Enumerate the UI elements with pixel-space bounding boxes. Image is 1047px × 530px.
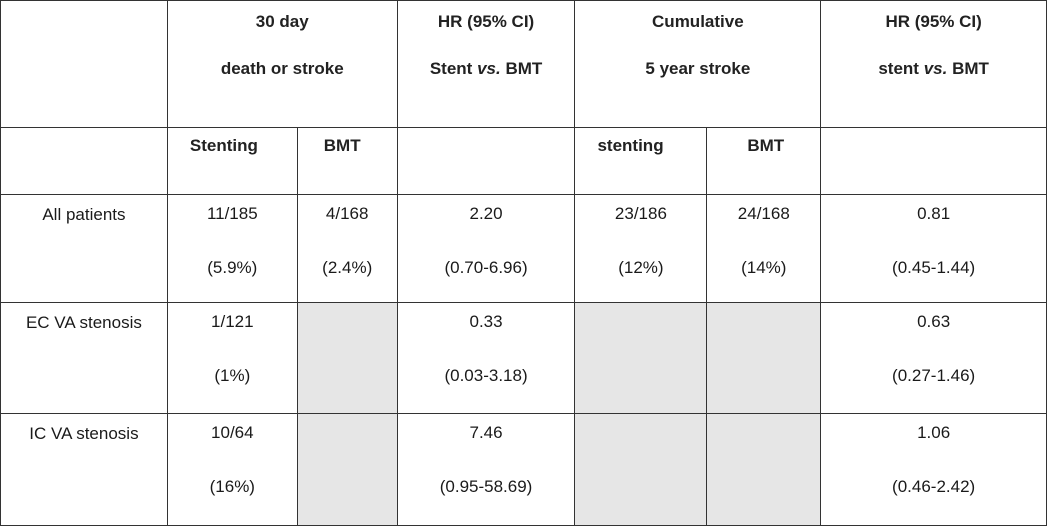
cell-percent: (2.4%) [322, 258, 373, 277]
cell-hr-5year: 0.63 (0.27-1.46) [820, 302, 1047, 414]
header-corner-cell [0, 0, 168, 128]
subheader-empty-label [0, 127, 168, 195]
header-hr-5year-line2: stent vs. BMT [822, 59, 1046, 78]
cell-stent-5year: 23/186 (12%) [574, 194, 708, 303]
row-label: EC VA stenosis [25, 313, 142, 332]
cell-count: 11/185 [206, 204, 258, 223]
cell-hr-ci: (0.03-3.18) [444, 366, 528, 385]
subheader-bmt-30day-text: BMT [323, 136, 361, 155]
cell-stent-5year-empty [574, 413, 708, 526]
cell-hr-ci: (0.45-1.44) [892, 258, 976, 277]
table-row: EC VA stenosis 1/121 (1%) 0.33 (0.03-3.1… [0, 302, 1047, 414]
subheader-stenting-30day: Stenting [166, 127, 298, 195]
subheader-bmt-5year-text: BMT [747, 136, 785, 155]
header-30day-line2: death or stroke [220, 59, 344, 78]
cell-count: 23/186 [614, 204, 667, 223]
cell-stent-30day: 11/185 (5.9%) [166, 194, 298, 303]
row-label-cell: EC VA stenosis [0, 302, 168, 414]
cell-hr-ci: (0.46-2.42) [892, 477, 976, 496]
header-hr-30day-vs: vs. [477, 59, 501, 78]
header-5year-line1: Cumulative [652, 12, 744, 31]
cell-hr-5year: 1.06 (0.46-2.42) [820, 413, 1047, 526]
cell-percent: (14%) [741, 258, 787, 277]
subheader-empty-hr-30day [396, 127, 576, 195]
cell-bmt-30day: 4/168 (2.4%) [296, 194, 398, 303]
cell-count: 4/168 [325, 204, 369, 223]
cell-bmt-30day-empty [296, 413, 398, 526]
cell-bmt-5year-empty [706, 302, 822, 414]
cell-stent-30day: 1/121 (1%) [166, 302, 298, 414]
header-hr-5year-vs: vs. [923, 59, 948, 78]
cell-hr-30day: 7.46 (0.95-58.69) [396, 413, 576, 526]
cell-hr-value: 7.46 [469, 423, 503, 442]
cell-count: 1/121 [211, 312, 254, 331]
subheader-stenting-5year: stenting [574, 127, 708, 195]
cell-bmt-30day-empty [296, 302, 398, 414]
cell-bmt-5year: 24/168 (14%) [706, 194, 822, 303]
row-label-cell: IC VA stenosis [0, 413, 168, 526]
header-row-top: 30 day death or stroke HR (95% CI) Stent… [0, 0, 1047, 128]
header-hr-30day-line1: HR (95% CI) [437, 12, 535, 31]
cell-stent-5year-empty [574, 302, 708, 414]
header-5year-line2: 5 year stroke [645, 59, 751, 78]
header-row-sub: Stenting BMT stenting BMT [0, 127, 1047, 195]
subheader-stenting-30day-text: Stenting [189, 136, 258, 155]
cell-hr-value: 0.63 [917, 312, 951, 331]
header-hr-5year-line1: HR (95% CI) [885, 12, 982, 31]
header-hr-30day-line2: Stent vs. BMT [398, 59, 574, 78]
row-label: All patients [42, 205, 126, 224]
cell-hr-30day: 2.20 (0.70-6.96) [396, 194, 576, 303]
header-hr-5year-bmt: BMT [952, 59, 989, 78]
cell-bmt-5year-empty [706, 413, 822, 526]
subheader-empty-hr-5year [820, 127, 1047, 195]
cell-percent: (1%) [214, 366, 251, 385]
subheader-bmt-30day: BMT [296, 127, 398, 195]
subheader-stenting-5year-text: stenting [597, 136, 664, 155]
cell-percent: (5.9%) [207, 258, 258, 277]
header-hr-30day: HR (95% CI) Stent vs. BMT [396, 0, 576, 128]
header-hr-30day-stent: Stent [429, 59, 473, 78]
cell-hr-value: 0.33 [469, 312, 503, 331]
cell-hr-30day: 0.33 (0.03-3.18) [396, 302, 576, 414]
cell-hr-value: 2.20 [469, 204, 503, 223]
cell-hr-value: 1.06 [917, 423, 951, 442]
cell-hr-ci: (0.27-1.46) [892, 366, 976, 385]
row-label: IC VA stenosis [29, 424, 139, 443]
header-hr-30day-bmt: BMT [505, 59, 543, 78]
header-30day-outcome: 30 day death or stroke [166, 0, 398, 128]
cell-count: 24/168 [737, 204, 790, 223]
header-hr-5year-stent: stent [878, 59, 919, 78]
subheader-bmt-5year: BMT [706, 127, 822, 195]
table-row: IC VA stenosis 10/64 (16%) 7.46 (0.95-58… [0, 413, 1047, 526]
cell-hr-value: 0.81 [917, 204, 951, 223]
cell-hr-ci: (0.70-6.96) [444, 258, 528, 277]
header-hr-5year: HR (95% CI) stent vs. BMT [820, 0, 1047, 128]
cell-percent: (16%) [209, 477, 255, 496]
cell-count: 10/64 [211, 423, 254, 442]
table-row: All patients 11/185 (5.9%) 4/168 (2.4%) … [0, 194, 1047, 303]
cell-stent-30day: 10/64 (16%) [166, 413, 298, 526]
header-30day-line1: 30 day [255, 12, 309, 31]
header-5year-outcome: Cumulative 5 year stroke [574, 0, 822, 128]
cell-percent: (12%) [618, 258, 664, 277]
cell-hr-ci: (0.95-58.69) [439, 477, 533, 496]
row-label-cell: All patients [0, 194, 168, 303]
cell-hr-5year: 0.81 (0.45-1.44) [820, 194, 1047, 303]
